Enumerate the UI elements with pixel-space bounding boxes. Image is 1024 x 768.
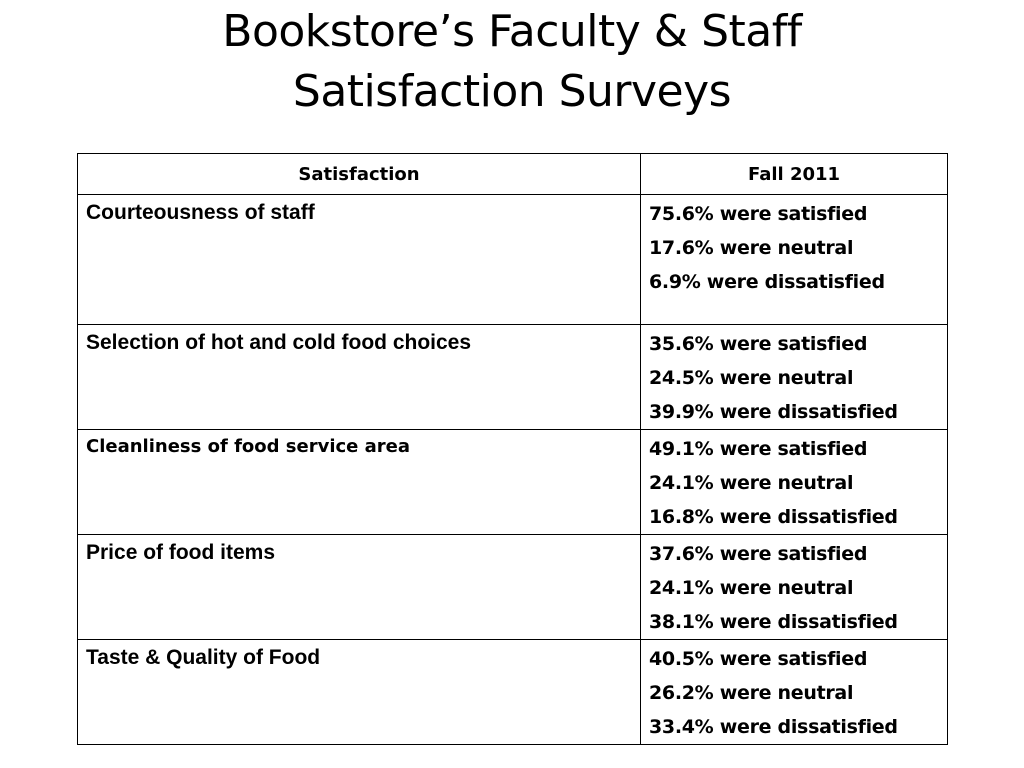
row-label: Selection of hot and cold food choices [77,324,641,430]
result-satisfied: 40.5% were satisfied [649,648,868,670]
column-header-fall-2011: Fall 2011 [640,153,948,195]
result-neutral: 24.1% were neutral [649,577,854,599]
result-satisfied: 49.1% were satisfied [649,438,868,460]
result-dissatisfied: 33.4% were dissatisfied [649,716,898,738]
table-row: Selection of hot and cold food choices 3… [77,324,948,430]
result-satisfied: 37.6% were satisfied [649,543,868,565]
result-neutral: 24.5% were neutral [649,367,854,389]
result-dissatisfied: 38.1% were dissatisfied [649,611,898,633]
row-results: 35.6% were satisfied 24.5% were neutral … [640,324,948,430]
result-satisfied: 75.6% were satisfied [649,203,868,225]
row-results: 37.6% were satisfied 24.1% were neutral … [640,534,948,640]
slide-title-line-2: Satisfaction Surveys [292,66,732,117]
result-dissatisfied: 16.8% were dissatisfied [649,506,898,528]
table-row: Price of food items 37.6% were satisfied… [77,534,948,640]
result-neutral: 26.2% were neutral [649,682,854,704]
row-label: Courteousness of staff [77,194,641,325]
satisfaction-table: Satisfaction Fall 2011 Courteousness of … [77,153,948,745]
row-results: 75.6% were satisfied 17.6% were neutral … [640,194,948,325]
row-results: 49.1% were satisfied 24.1% were neutral … [640,429,948,535]
result-dissatisfied: 39.9% were dissatisfied [649,401,898,423]
table-row: Taste & Quality of Food 40.5% were satis… [77,639,948,745]
row-results: 40.5% were satisfied 26.2% were neutral … [640,639,948,745]
column-header-satisfaction: Satisfaction [77,153,641,195]
result-satisfied: 35.6% were satisfied [649,333,868,355]
result-neutral: 24.1% were neutral [649,472,854,494]
result-neutral: 17.6% were neutral [649,237,854,259]
table-row: Cleanliness of food service area 49.1% w… [77,429,948,535]
row-label: Price of food items [77,534,641,640]
slide-title-line-1: Bookstore’s Faculty & Staff [222,6,802,57]
row-label: Cleanliness of food service area [77,429,641,535]
table-row: Courteousness of staff 75.6% were satisf… [77,194,948,325]
row-label: Taste & Quality of Food [77,639,641,745]
table-header-row: Satisfaction Fall 2011 [77,153,948,195]
slide-title: Bookstore’s Faculty & Staff Satisfaction… [0,2,1024,122]
result-dissatisfied: 6.9% were dissatisfied [649,271,885,293]
